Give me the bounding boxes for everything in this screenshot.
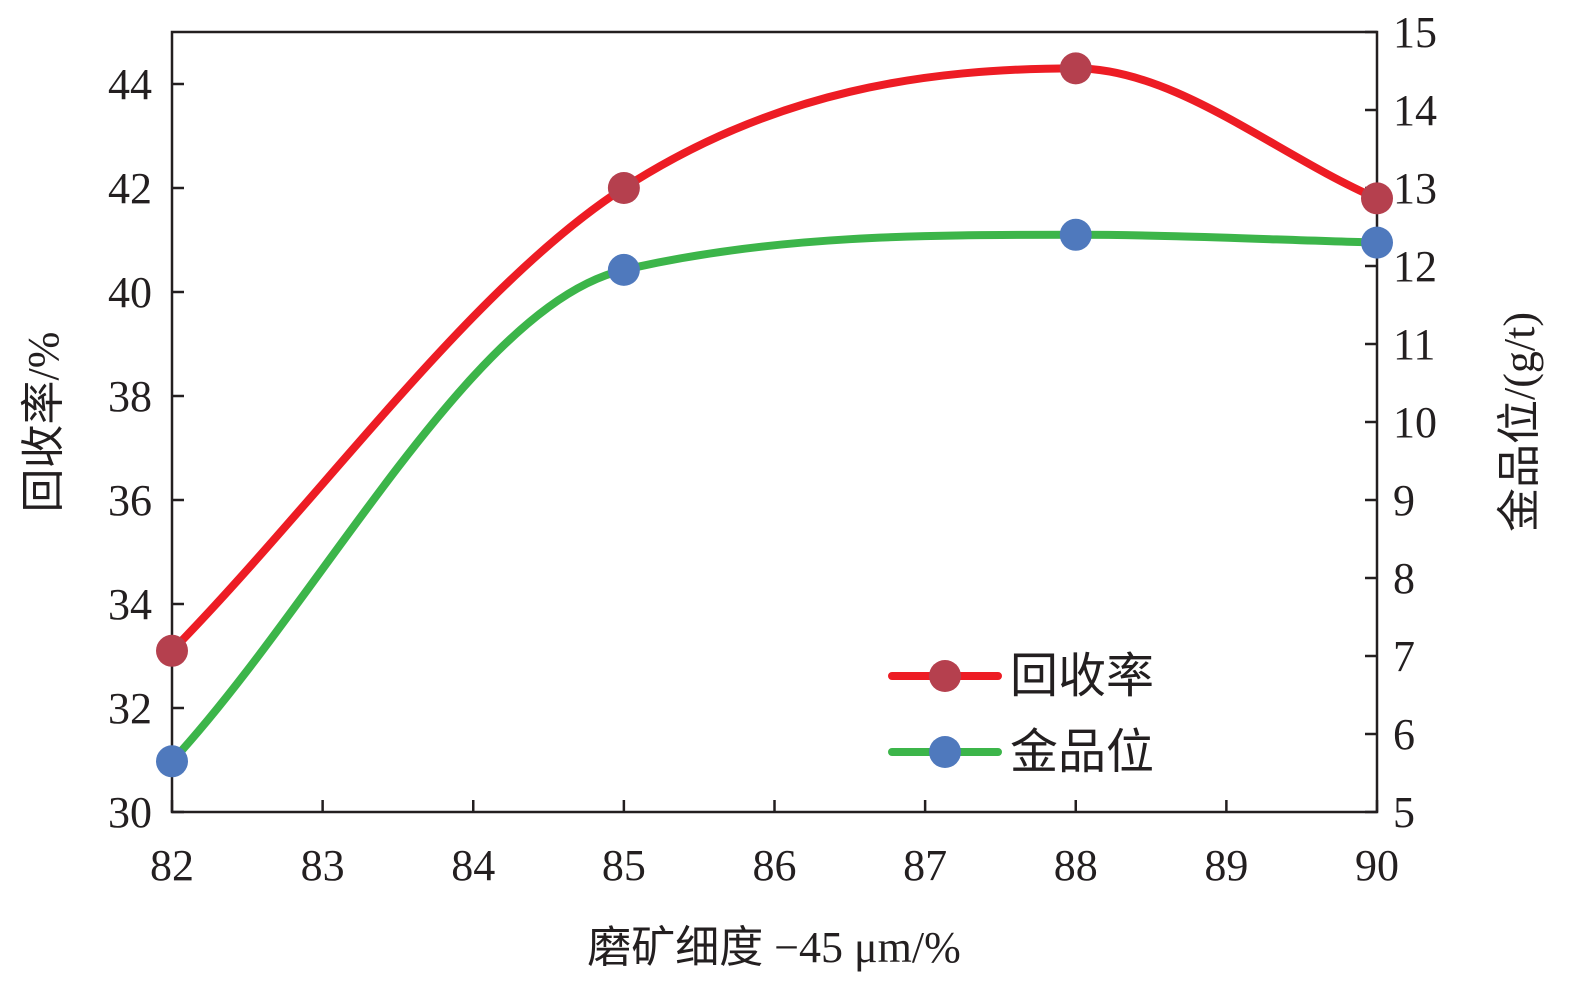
data-point-grade bbox=[1059, 218, 1092, 251]
series-layer bbox=[156, 52, 1393, 778]
x-axis-title: 磨矿细度 −45 μm/% bbox=[587, 923, 961, 972]
legend-label-recovery: 回收率 bbox=[1010, 650, 1154, 703]
left-y-tick-label: 38 bbox=[108, 372, 152, 421]
x-tick-label: 88 bbox=[1054, 841, 1098, 890]
right-y-tick-label: 15 bbox=[1393, 8, 1437, 57]
data-point-grade bbox=[607, 253, 640, 286]
right-y-tick-label: 5 bbox=[1393, 788, 1415, 837]
left-y-axis-ticks: 30 32 34 36 38 40 42 44 bbox=[108, 60, 184, 837]
right-y-tick-label: 10 bbox=[1393, 398, 1437, 447]
left-y-tick-label: 44 bbox=[108, 60, 152, 109]
right-y-tick-label: 8 bbox=[1393, 554, 1415, 603]
data-point-grade bbox=[156, 745, 188, 778]
right-y-tick-label: 12 bbox=[1393, 242, 1437, 291]
series-line-grade bbox=[168, 230, 1381, 766]
x-tick-label: 89 bbox=[1204, 841, 1248, 890]
legend-marker-grade bbox=[929, 736, 961, 768]
x-tick-label: 87 bbox=[903, 841, 947, 890]
legend-marker-recovery bbox=[929, 660, 961, 692]
data-point-recovery bbox=[1361, 182, 1393, 215]
x-tick-label: 83 bbox=[301, 841, 345, 890]
right-y-tick-label: 14 bbox=[1393, 86, 1437, 135]
left-y-axis-title: 回收率/% bbox=[19, 332, 68, 513]
data-point-recovery bbox=[1059, 52, 1092, 85]
right-y-axis-ticks: 5 6 7 8 9 10 11 12 13 14 15 bbox=[1365, 8, 1437, 837]
x-tick-label: 90 bbox=[1355, 841, 1399, 890]
right-y-tick-label: 6 bbox=[1393, 710, 1415, 759]
left-y-tick-label: 40 bbox=[108, 268, 152, 317]
data-point-grade bbox=[1361, 226, 1393, 259]
left-y-tick-label: 30 bbox=[108, 788, 152, 837]
legend-label-grade: 金品位 bbox=[1010, 726, 1154, 779]
left-y-tick-label: 42 bbox=[108, 164, 152, 213]
right-y-axis-title: 金品位/(g/t) bbox=[1495, 312, 1544, 532]
right-y-tick-label: 13 bbox=[1393, 164, 1437, 213]
data-point-recovery bbox=[607, 172, 640, 204]
right-y-tick-label: 9 bbox=[1393, 476, 1415, 525]
x-tick-label: 85 bbox=[602, 841, 646, 890]
legend: 回收率 金品位 bbox=[888, 650, 1154, 779]
left-y-tick-label: 32 bbox=[108, 684, 152, 733]
right-y-tick-label: 11 bbox=[1393, 320, 1435, 369]
x-tick-label: 86 bbox=[753, 841, 797, 890]
x-tick-label: 82 bbox=[150, 841, 194, 890]
plot-frame bbox=[170, 30, 1379, 814]
series-line-recovery bbox=[168, 64, 1381, 655]
x-tick-label: 84 bbox=[451, 841, 495, 890]
right-y-tick-label: 7 bbox=[1393, 632, 1415, 681]
left-y-tick-label: 34 bbox=[108, 580, 152, 629]
x-axis-ticks: 82 83 84 85 86 87 88 89 90 bbox=[150, 800, 1399, 890]
left-y-tick-label: 36 bbox=[108, 476, 152, 525]
data-point-recovery bbox=[156, 634, 188, 667]
